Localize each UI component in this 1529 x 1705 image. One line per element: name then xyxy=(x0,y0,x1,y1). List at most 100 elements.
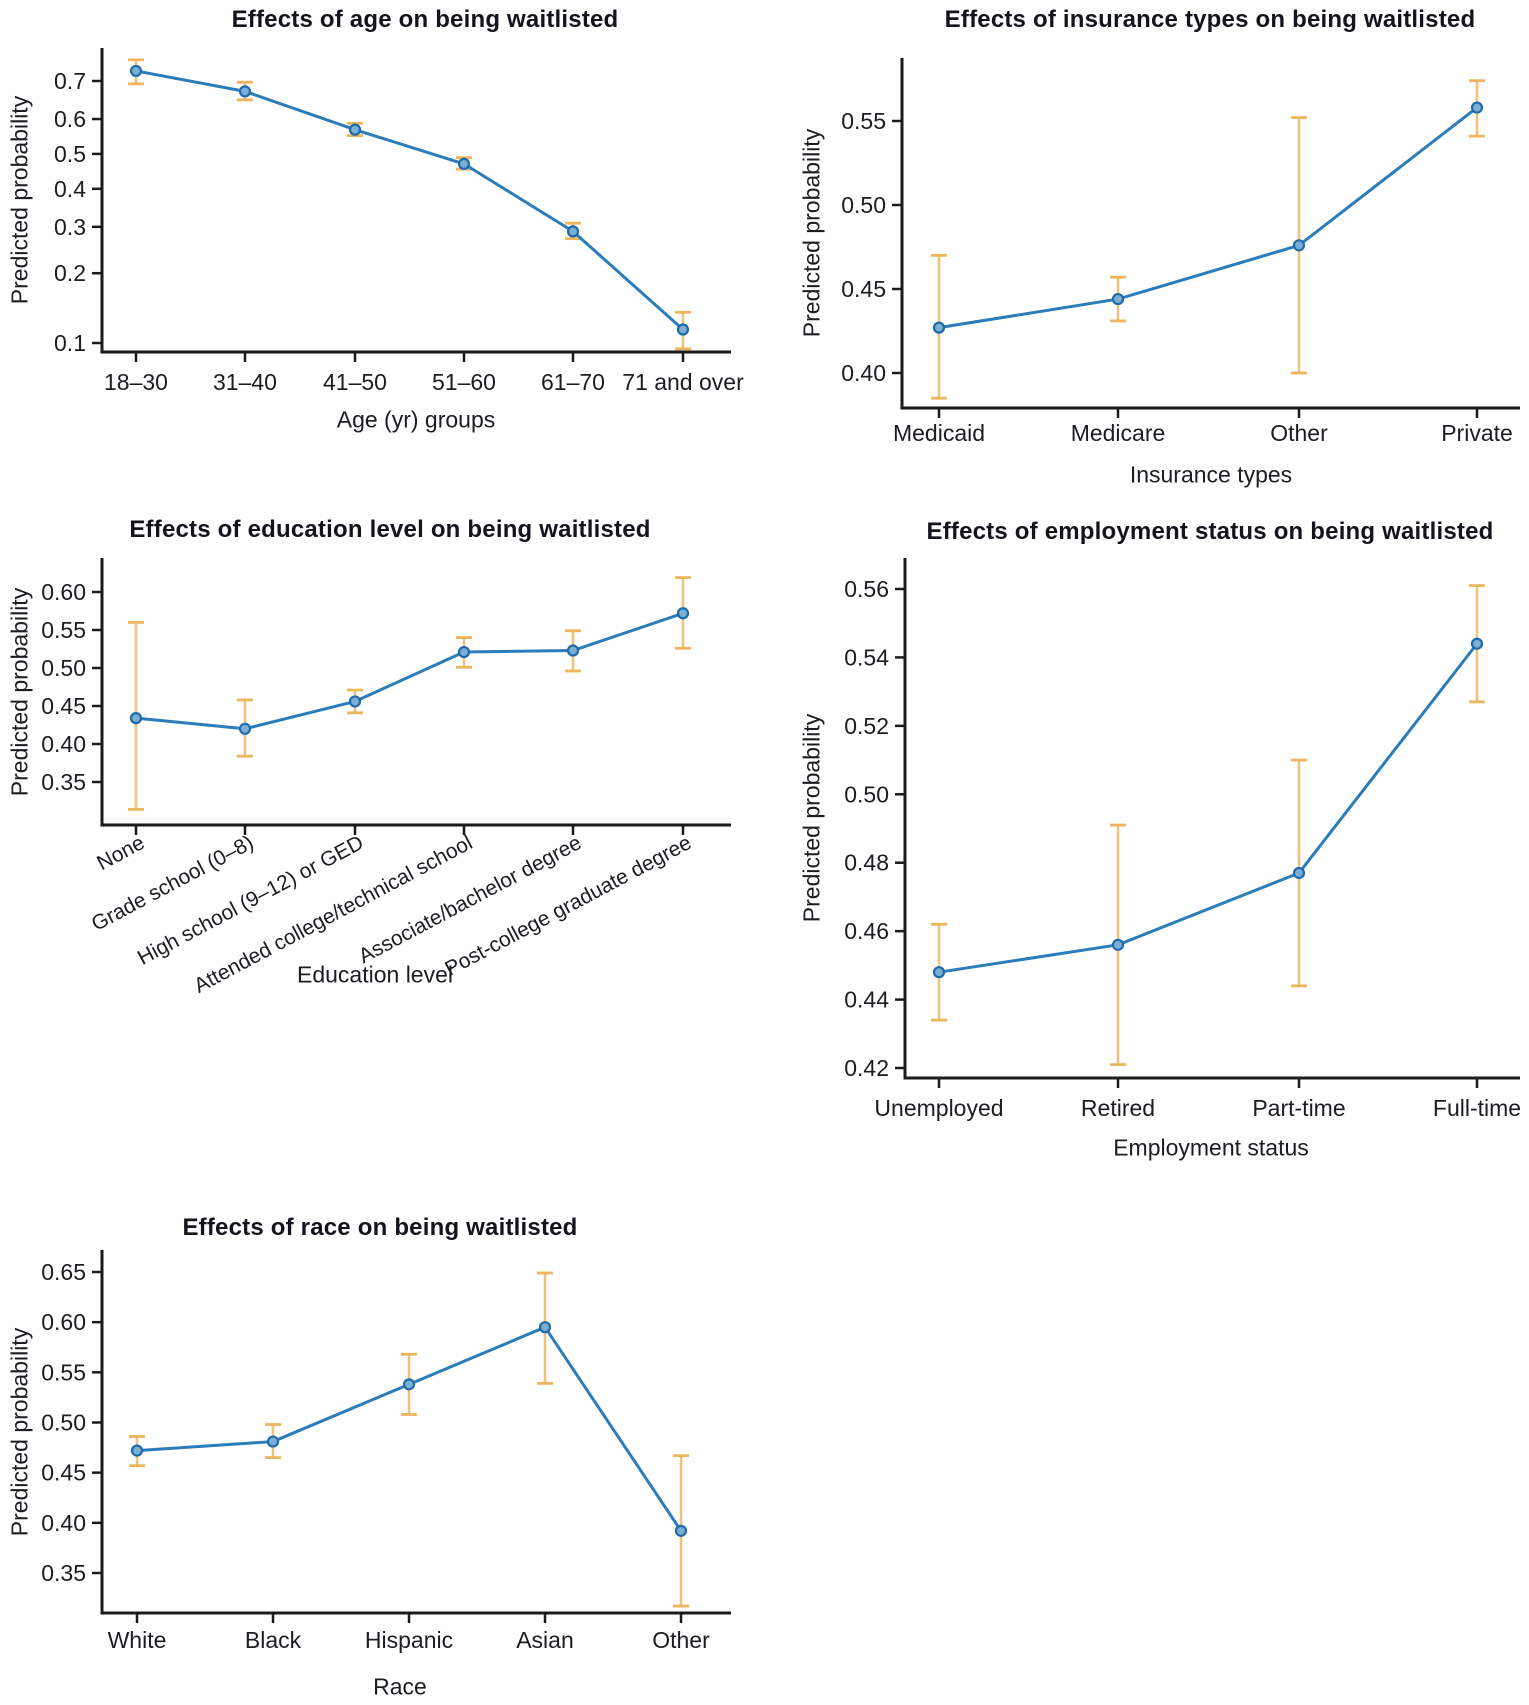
series-line xyxy=(937,106,1479,330)
category-label: Hispanic xyxy=(365,1627,453,1653)
y-tick-label: 0.60 xyxy=(41,1309,86,1335)
y-tick-label: 0.40 xyxy=(841,360,886,386)
y-tick-label: 0.3 xyxy=(54,214,86,240)
y-axis-ticks: 0.42 0.44 0.46 0.48 0.50 0.52 0.54 0.56 xyxy=(844,576,905,1081)
chart-race-panel: Effects of race on being waitlisted Pred… xyxy=(0,1120,745,1705)
data-point-marker xyxy=(1470,101,1484,114)
x-axis-label-education: Education level xyxy=(297,961,453,988)
category-label: Other xyxy=(1270,420,1328,446)
error-bars xyxy=(129,1271,689,1608)
y-tick-label: 0.45 xyxy=(41,1460,86,1486)
y-tick-label: 0.52 xyxy=(844,713,889,739)
data-point-marker xyxy=(932,966,946,979)
y-tick-label: 0.50 xyxy=(844,781,889,807)
y-tick-label: 0.42 xyxy=(844,1055,889,1081)
data-point-marker xyxy=(348,123,362,136)
error-bars xyxy=(931,79,1485,400)
category-label: Black xyxy=(245,1627,302,1653)
data-point-marker xyxy=(457,157,471,171)
category-label: Other xyxy=(652,1627,710,1653)
plot-area-race: 0.35 0.40 0.45 0.50 0.55 0.60 0.65 White Black Hi… xyxy=(41,1250,731,1653)
data-point-marker xyxy=(676,607,690,620)
y-tick-label: 0.2 xyxy=(54,260,86,286)
data-point-marker xyxy=(457,645,471,659)
y-tick-label: 0.35 xyxy=(41,1560,86,1586)
category-label: 41–50 xyxy=(323,369,387,395)
x-axis-label-age: Age (yr) groups xyxy=(336,406,496,433)
y-axis-ticks: 0.40 0.45 0.50 0.55 xyxy=(841,108,902,386)
y-tick-label: 0.56 xyxy=(844,576,889,602)
y-tick-label: 0.60 xyxy=(41,579,86,605)
data-point-marker xyxy=(1292,239,1306,252)
category-label: Medicare xyxy=(1071,420,1166,446)
chart-title-insurance: Effects of insurance types on being wait… xyxy=(944,6,1476,33)
y-tick-label: 0.55 xyxy=(41,617,86,643)
y-tick-label: 0.46 xyxy=(844,918,889,944)
data-point-markers xyxy=(932,637,1484,979)
data-point-marker xyxy=(129,712,143,725)
series-line xyxy=(134,69,685,332)
data-point-marker xyxy=(1111,292,1125,306)
chart-education-panel: Effects of education level on being wait… xyxy=(0,470,745,1032)
y-tick-label: 0.40 xyxy=(41,731,86,757)
category-label: Asian xyxy=(516,1627,574,1653)
plot-area-employment: 0.42 0.44 0.46 0.48 0.50 0.52 0.54 0.56 Unemploy… xyxy=(844,558,1521,1121)
plot-area-age: 0.1 0.2 0.3 0.4 0.5 0.6 0.7 18–30 31–40 41–50 51–6… xyxy=(54,48,744,395)
y-tick-label: 0.4 xyxy=(54,176,86,202)
data-point-marker xyxy=(129,64,143,78)
x-axis-label-insurance: Insurance types xyxy=(1129,461,1293,488)
category-label: Full-time xyxy=(1433,1095,1521,1121)
data-point-marker xyxy=(676,323,690,336)
error-bars xyxy=(931,584,1485,1066)
data-point-markers xyxy=(129,607,690,735)
y-tick-label: 0.48 xyxy=(844,850,889,876)
chart-age-panel: Effects of age on being waitlisted Predi… xyxy=(0,0,745,450)
y-tick-label: 0.50 xyxy=(41,1410,86,1436)
data-point-marker xyxy=(348,695,362,708)
series-line xyxy=(937,642,1479,974)
data-point-marker xyxy=(566,644,580,657)
category-label: Private xyxy=(1441,420,1513,446)
y-axis-ticks: 0.35 0.40 0.45 0.50 0.55 0.60 0.65 xyxy=(41,1259,102,1586)
y-tick-label: 0.1 xyxy=(54,330,86,356)
y-tick-label: 0.50 xyxy=(841,192,886,218)
y-tick-label: 0.6 xyxy=(54,106,86,132)
category-label: White xyxy=(108,1627,167,1653)
data-point-markers xyxy=(130,1321,688,1537)
y-axis-ticks: 0.1 0.2 0.3 0.4 0.5 0.6 0.7 xyxy=(54,68,102,356)
x-axis-ticks: Unemployed Retired Part-time Full-time xyxy=(874,1078,1521,1121)
data-point-marker xyxy=(932,321,946,334)
category-label: 18–30 xyxy=(104,369,168,395)
y-tick-label: 0.54 xyxy=(844,644,889,670)
category-label: Retired xyxy=(1081,1095,1155,1121)
axes xyxy=(100,1250,731,1615)
data-point-marker xyxy=(238,85,252,98)
y-tick-label: 0.55 xyxy=(841,108,886,134)
data-point-markers xyxy=(932,101,1484,334)
chart-title-employment: Effects of employment status on being wa… xyxy=(926,518,1494,545)
error-bars xyxy=(128,576,691,811)
axes xyxy=(100,48,731,354)
axes xyxy=(903,558,1520,1080)
error-bars xyxy=(128,58,691,351)
y-tick-label: 0.45 xyxy=(41,693,86,719)
y-tick-label: 0.50 xyxy=(41,655,86,681)
data-point-marker xyxy=(238,722,252,735)
data-point-marker xyxy=(538,1321,552,1334)
category-label: Medicaid xyxy=(893,420,985,446)
x-axis-label-race: Race xyxy=(373,1673,427,1700)
y-tick-label: 0.44 xyxy=(844,987,889,1013)
data-point-marker xyxy=(402,1378,416,1391)
chart-title-education: Effects of education level on being wait… xyxy=(129,516,651,543)
data-point-marker xyxy=(130,1444,144,1457)
axes xyxy=(100,558,731,827)
category-label: 31–40 xyxy=(213,369,277,395)
plot-area-insurance: 0.40 0.45 0.50 0.55 Medicaid Medicare Other Pri… xyxy=(841,58,1520,446)
y-tick-label: 0.65 xyxy=(41,1259,86,1285)
y-tick-label: 0.40 xyxy=(41,1510,86,1536)
series-line xyxy=(134,611,685,731)
chart-title-race: Effects of race on being waitlisted xyxy=(182,1214,578,1241)
